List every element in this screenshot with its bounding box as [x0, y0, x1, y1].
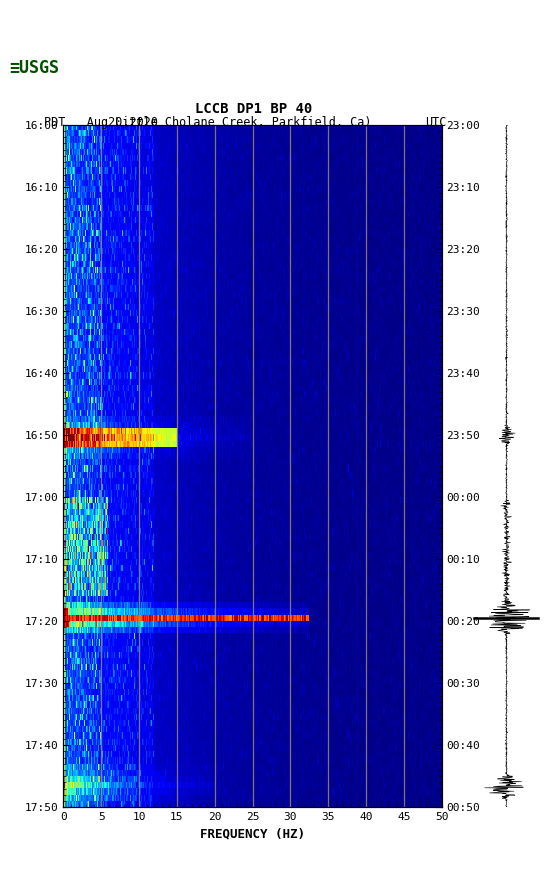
X-axis label: FREQUENCY (HZ): FREQUENCY (HZ): [200, 828, 305, 840]
Text: ≡USGS: ≡USGS: [9, 59, 59, 78]
Text: UTC: UTC: [426, 116, 447, 128]
Text: LCCB DP1 BP 40: LCCB DP1 BP 40: [195, 102, 312, 116]
Text: Little Cholane Creek, Parkfield, Ca): Little Cholane Creek, Parkfield, Ca): [115, 116, 371, 128]
Text: PDT   Aug20,2020: PDT Aug20,2020: [44, 116, 158, 128]
